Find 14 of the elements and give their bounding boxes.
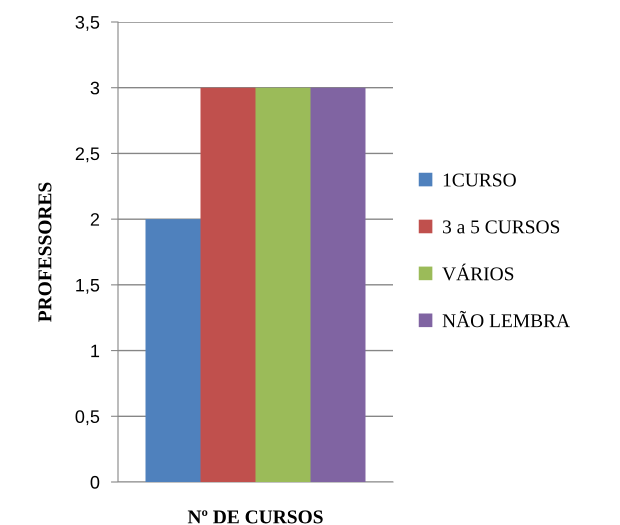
y-tick-label: 1 — [91, 344, 100, 358]
y-tick-label: 0 — [90, 476, 100, 489]
legend-label: VÁRIOS — [442, 264, 514, 280]
y-tick-label: 1,5 — [76, 278, 100, 294]
y-tick-label: 2,5 — [76, 147, 100, 162]
x-axis-title: Nº DE CURSOS — [188, 510, 323, 524]
y-tick-label: 3 — [90, 82, 100, 94]
y-tick-label: 3,5 — [76, 16, 100, 31]
legend-label: NÃO LEMBRA — [442, 310, 570, 328]
y-tick-label: 2 — [90, 213, 100, 226]
y-tick-label: 0,5 — [76, 410, 100, 426]
legend-label: 3 a 5 CURSOS — [443, 220, 560, 234]
y-axis-title: PROFESSORES — [38, 182, 52, 322]
legend-label: 1CURSO — [444, 173, 516, 187]
